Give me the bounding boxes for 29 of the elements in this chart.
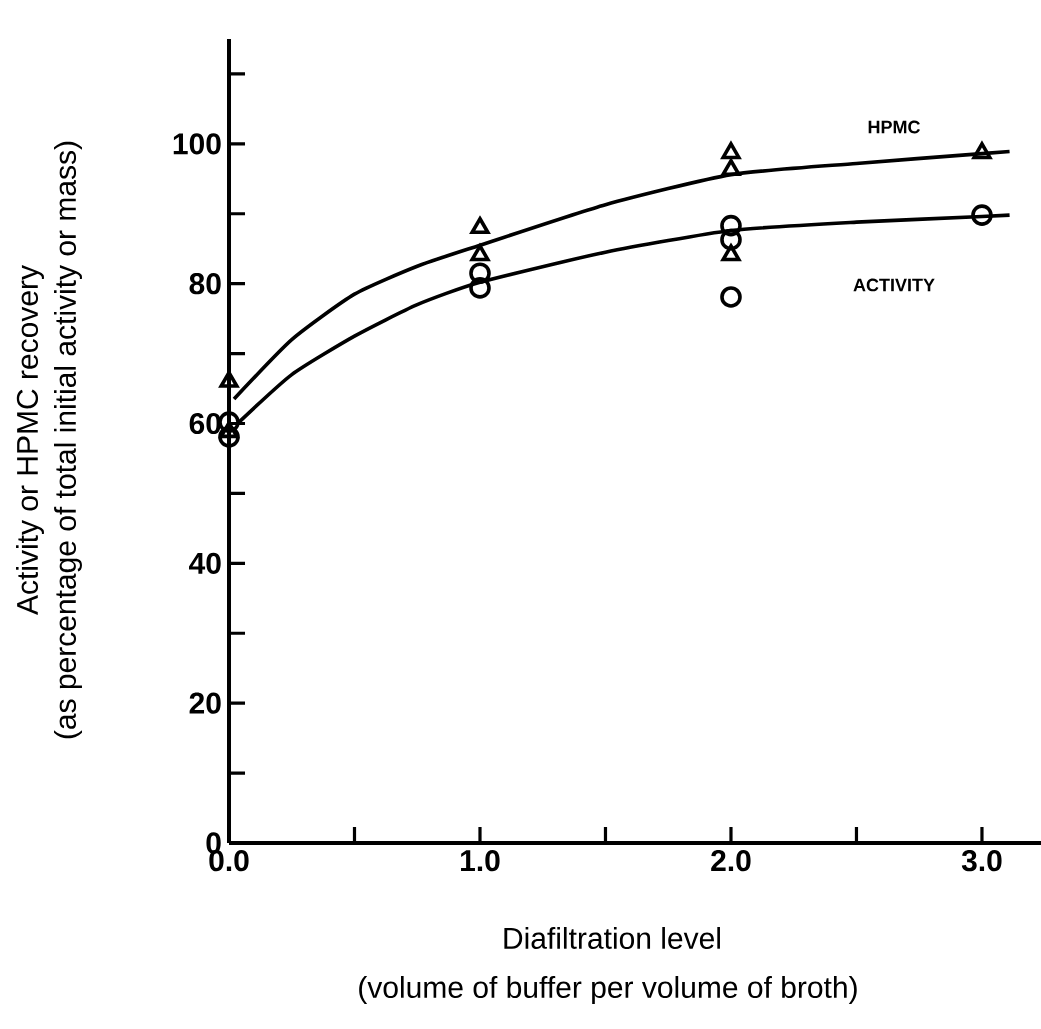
point bbox=[470, 244, 490, 262]
point bbox=[971, 204, 993, 226]
point bbox=[219, 370, 239, 388]
point bbox=[469, 277, 491, 299]
x-tick-label: 3.0 bbox=[961, 850, 1002, 872]
point bbox=[972, 142, 992, 160]
point bbox=[721, 142, 741, 160]
y-tick-label: 20 bbox=[189, 692, 221, 714]
point bbox=[721, 244, 741, 262]
point bbox=[218, 425, 240, 448]
y-tick-label: 80 bbox=[189, 273, 221, 295]
text: (as percentage of total initial activity or mass) bbox=[54, 141, 82, 739]
point bbox=[720, 214, 742, 237]
x-tick-label: 1.0 bbox=[461, 850, 500, 872]
y-tick-label: 60 bbox=[189, 412, 221, 435]
point bbox=[219, 421, 239, 439]
point bbox=[469, 262, 491, 284]
text: (volume of buffer per volume of broth) bbox=[359, 976, 857, 1004]
annotation: ACTIVITY bbox=[853, 278, 935, 292]
x-axis-title: Diafiltration level bbox=[504, 926, 720, 949]
y-tick-label: 100 bbox=[173, 133, 221, 155]
point bbox=[720, 286, 742, 308]
y-axis-title: Activity or HPMC recovery bbox=[16, 265, 44, 615]
y-tick-label: 40 bbox=[189, 552, 221, 574]
point bbox=[721, 158, 741, 177]
point bbox=[720, 228, 742, 251]
annotation: HPMC bbox=[868, 120, 921, 134]
point bbox=[470, 216, 490, 235]
x-tick-label: 2.0 bbox=[711, 850, 751, 872]
